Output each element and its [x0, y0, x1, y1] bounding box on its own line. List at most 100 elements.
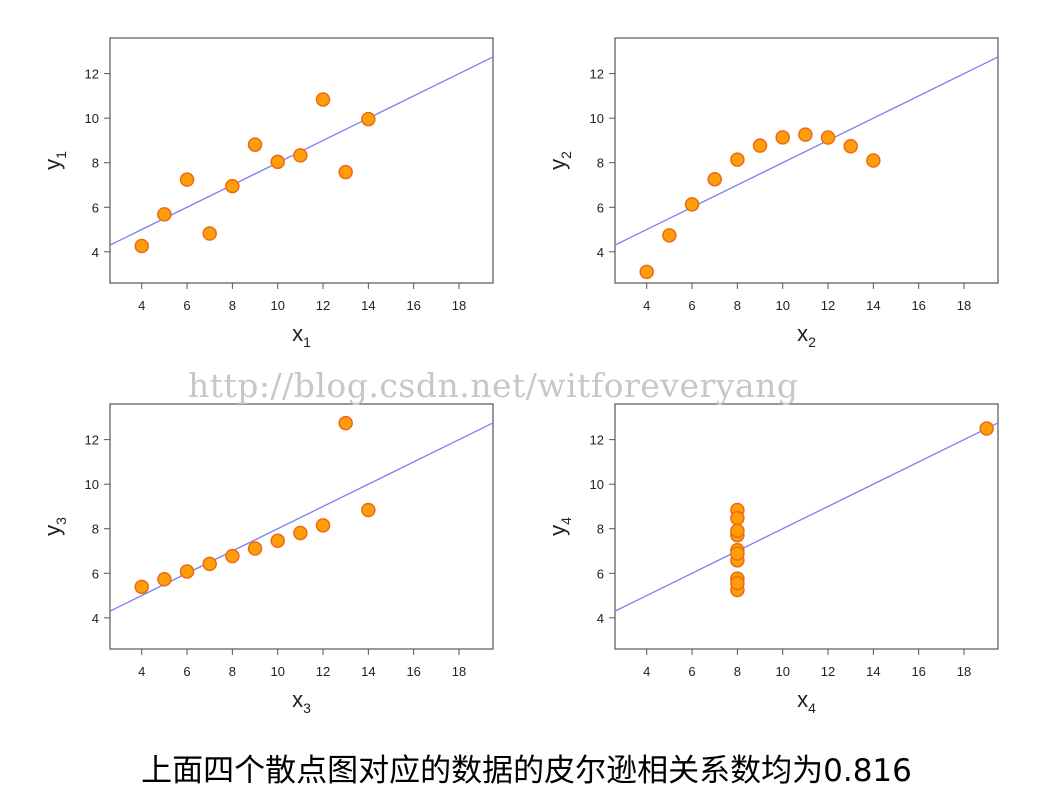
plot-frame	[614, 403, 999, 650]
y-tick-label: 8	[597, 522, 604, 537]
y-tick-label: 4	[92, 611, 99, 626]
data-point	[730, 523, 745, 538]
watermark: http://blog.csdn.net/witforeveryang	[188, 366, 799, 405]
y-tick-label: 8	[92, 522, 99, 537]
x-axis-label-main: x	[292, 687, 303, 712]
x-tick-label: 4	[643, 298, 650, 313]
data-point	[752, 138, 768, 153]
data-point	[775, 130, 790, 145]
plot-frame	[109, 37, 494, 284]
data-point	[338, 415, 353, 431]
caption: 上面四个散点图对应的数据的皮尔逊相关系数均为0.816	[141, 753, 912, 789]
data-point	[315, 518, 331, 533]
x-tick-label: 14	[361, 298, 375, 313]
data-point	[361, 502, 376, 518]
y-tick-label: 4	[92, 245, 99, 260]
y-tick-label: 6	[597, 200, 604, 215]
data-point	[730, 546, 745, 561]
y-axis-label-subscript: 4	[558, 517, 574, 525]
data-point	[157, 572, 172, 587]
y-tick-label: 12	[85, 433, 99, 448]
y-tick-label: 6	[597, 566, 604, 581]
data-point	[157, 207, 172, 222]
data-point	[866, 153, 881, 168]
x-tick-label: 10	[775, 298, 789, 313]
y-tick-label: 6	[92, 200, 99, 215]
y-axis-label: y4	[545, 517, 574, 536]
y-axis-label-main: y	[545, 159, 570, 170]
y-axis-label-subscript: 1	[53, 151, 69, 159]
x-tick-label: 14	[866, 664, 880, 679]
x-tick-label: 6	[688, 298, 695, 313]
regression-line	[110, 422, 493, 612]
data-point	[202, 226, 217, 241]
data-point	[639, 264, 654, 280]
data-point	[820, 130, 836, 145]
x-axis-label-subscript: 3	[303, 700, 311, 716]
data-point	[247, 541, 263, 556]
data-point	[315, 92, 331, 107]
x-axis-label-main: x	[292, 321, 303, 346]
x-tick-label: 6	[688, 664, 695, 679]
y-tick-label: 10	[590, 111, 604, 126]
x-tick-label: 16	[406, 664, 420, 679]
y-tick-label: 12	[85, 67, 99, 82]
data-point	[707, 171, 722, 187]
x-axis-label-main: x	[797, 321, 808, 346]
x-tick-label: 4	[643, 664, 650, 679]
y-axis-label-subscript: 3	[53, 517, 69, 525]
x-tick-label: 18	[452, 664, 466, 679]
x-tick-label: 8	[229, 664, 236, 679]
y-tick-label: 8	[92, 156, 99, 171]
data-point	[202, 556, 217, 572]
data-point	[730, 575, 745, 591]
x-tick-label: 4	[138, 664, 145, 679]
x-tick-label: 8	[734, 664, 741, 679]
data-point	[730, 511, 745, 526]
data-point	[225, 178, 240, 194]
regression-line	[615, 422, 998, 612]
y-axis-label-main: y	[40, 525, 65, 536]
x-tick-label: 10	[270, 664, 284, 679]
y-axis-label: y2	[545, 151, 574, 170]
data-point	[361, 111, 376, 127]
x-axis-label: x1	[292, 321, 311, 350]
x-tick-label: 12	[821, 298, 835, 313]
x-tick-label: 16	[911, 298, 925, 313]
y-tick-label: 10	[590, 477, 604, 492]
x-tick-label: 16	[911, 664, 925, 679]
data-point	[293, 148, 308, 163]
x-axis-label-subscript: 2	[808, 334, 816, 350]
x-axis-label: x2	[797, 321, 816, 350]
data-point	[843, 138, 858, 154]
x-tick-label: 4	[138, 298, 145, 313]
x-tick-label: 16	[406, 298, 420, 313]
x-tick-label: 18	[957, 298, 971, 313]
x-axis-label: x3	[292, 687, 311, 716]
x-axis-label-subscript: 1	[303, 334, 311, 350]
data-point	[293, 525, 308, 541]
x-tick-label: 10	[270, 298, 284, 313]
data-point	[338, 164, 353, 180]
data-point	[270, 533, 285, 549]
x-tick-label: 12	[316, 664, 330, 679]
data-point	[270, 154, 285, 170]
x-axis-label: x4	[797, 687, 816, 716]
x-tick-label: 8	[229, 298, 236, 313]
y-axis-label-main: y	[40, 159, 65, 170]
x-tick-label: 12	[821, 664, 835, 679]
y-tick-label: 12	[590, 67, 604, 82]
data-point	[225, 548, 240, 564]
y-axis-label-main: y	[545, 525, 570, 536]
y-axis-label: y3	[40, 517, 69, 536]
x-tick-label: 10	[775, 664, 789, 679]
x-tick-label: 18	[452, 298, 466, 313]
x-tick-label: 18	[957, 664, 971, 679]
data-point	[798, 127, 813, 142]
data-point	[684, 197, 700, 212]
data-point	[979, 421, 994, 436]
